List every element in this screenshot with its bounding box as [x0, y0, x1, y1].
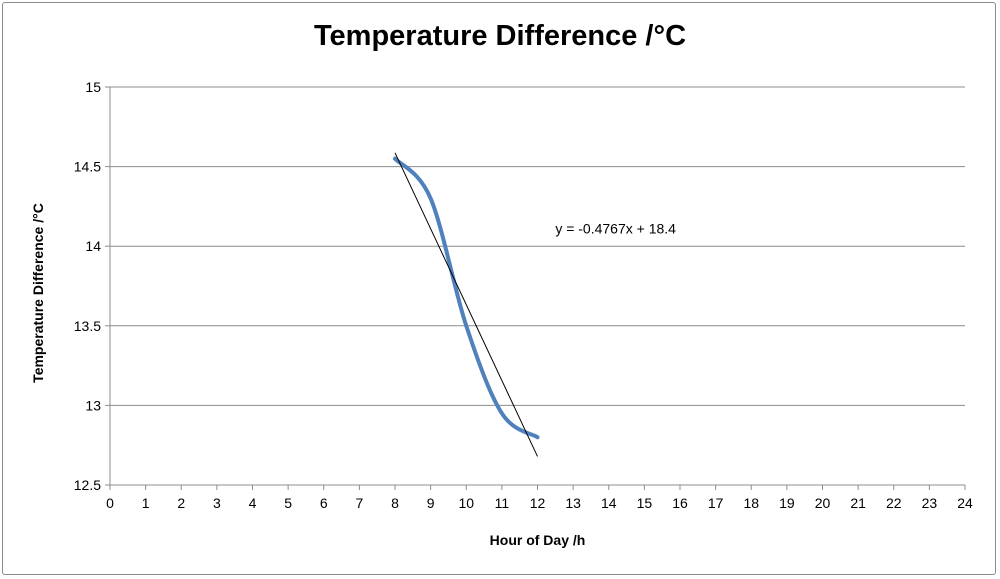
x-tick-label: 8 — [391, 495, 399, 511]
x-tick-label: 24 — [957, 495, 973, 511]
x-tick-label: 23 — [922, 495, 938, 511]
x-tick-label: 11 — [495, 495, 510, 511]
trendline — [394, 152, 538, 457]
y-tick-label: 14 — [85, 238, 101, 254]
y-tick-label: 13 — [85, 397, 101, 413]
x-tick-label: 13 — [565, 495, 581, 511]
series-line — [393, 156, 540, 440]
x-tick-label: 21 — [850, 495, 866, 511]
x-tick-label: 16 — [672, 495, 688, 511]
x-tick-label: 12 — [530, 495, 546, 511]
y-tick-label: 12.5 — [74, 477, 101, 493]
x-tick-label: 17 — [708, 495, 724, 511]
x-tick-label: 0 — [106, 495, 114, 511]
x-tick-label: 10 — [458, 495, 474, 511]
y-axis-label: Temperature Difference /°C — [30, 203, 46, 383]
y-tick-label: 15 — [85, 79, 101, 95]
x-tick-label: 4 — [249, 495, 257, 511]
x-tick-label: 15 — [637, 495, 653, 511]
trendline-group: y = -0.4767x + 18.4 — [394, 152, 676, 457]
grid-lines — [110, 86, 965, 406]
axes — [105, 86, 966, 490]
y-tick-label: 13.5 — [74, 318, 101, 334]
y-tick-label: 14.5 — [74, 159, 101, 175]
x-axis-label: Hour of Day /h — [489, 532, 586, 548]
series-group — [393, 156, 540, 440]
x-tick-label: 2 — [177, 495, 185, 511]
x-tick-label: 1 — [142, 495, 150, 511]
x-tick-label: 9 — [427, 495, 435, 511]
x-tick-label: 5 — [284, 495, 292, 511]
chart-title: Temperature Difference /°C — [313, 20, 687, 52]
x-tick-label: 18 — [743, 495, 759, 511]
x-tick-label: 3 — [213, 495, 221, 511]
x-tick-label: 19 — [779, 495, 795, 511]
x-tick-label: 6 — [320, 495, 328, 511]
x-tick-label: 20 — [815, 495, 831, 511]
trendline-equation: y = -0.4767x + 18.4 — [555, 220, 676, 236]
x-tick-label: 14 — [601, 495, 617, 511]
x-tick-label: 7 — [355, 495, 363, 511]
x-tick-label: 22 — [886, 495, 902, 511]
